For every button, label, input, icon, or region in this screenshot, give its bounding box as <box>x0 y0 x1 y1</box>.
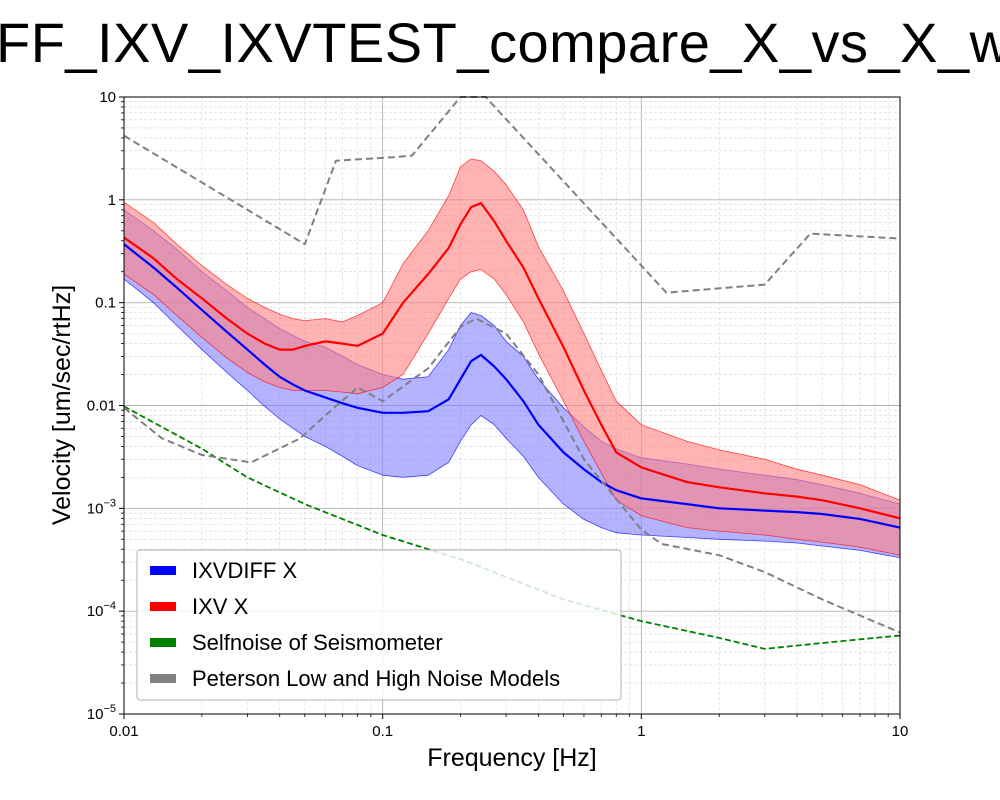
peterson-low-noise-line <box>123 317 901 634</box>
series-line-0 <box>123 243 901 529</box>
axis-ticks: 0.01 0.1 1 10 10−5 10−4 10−3 0.01 0.1 1 10 <box>87 89 909 740</box>
x-tick-label: 0.01 <box>109 723 138 740</box>
x-axis-label: Frequency [Hz] <box>427 744 597 772</box>
y-axis-label: Velocity [um/sec/rtHz] <box>48 285 76 525</box>
legend-box <box>136 549 622 701</box>
chart-title: FF_IXV_IXVTEST_compare_X_vs_X_wi <box>0 11 1000 74</box>
legend-entry: IXVDIFF X <box>192 558 297 583</box>
legend-entry: IXV X <box>192 594 249 619</box>
legend-entry: Peterson Low and High Noise Models <box>192 666 560 691</box>
series-line-1 <box>123 201 901 520</box>
legend: IXVDIFF X IXV X Selfnoise of Seismometer Pe… <box>136 549 622 701</box>
y-tick-label: 1 <box>108 192 116 209</box>
y-tick-label: 0.01 <box>87 398 116 415</box>
y-tick-label: 10−5 <box>87 703 116 723</box>
legend-swatch <box>150 638 176 647</box>
y-tick-label: 10 <box>99 89 116 106</box>
x-tick-label: 10 <box>892 723 909 740</box>
series-layer <box>123 158 901 559</box>
legend-entry: Selfnoise of Seismometer <box>192 630 443 655</box>
x-tick-label: 1 <box>637 723 645 740</box>
legend-swatch <box>150 602 176 611</box>
y-tick-label: 10−4 <box>87 600 116 620</box>
legend-swatch <box>150 566 176 575</box>
y-tick-label: 10−3 <box>87 497 116 517</box>
legend-swatch <box>150 674 176 683</box>
y-tick-label: 0.1 <box>95 295 116 312</box>
grid <box>123 97 900 715</box>
x-tick-label: 0.1 <box>372 723 393 740</box>
